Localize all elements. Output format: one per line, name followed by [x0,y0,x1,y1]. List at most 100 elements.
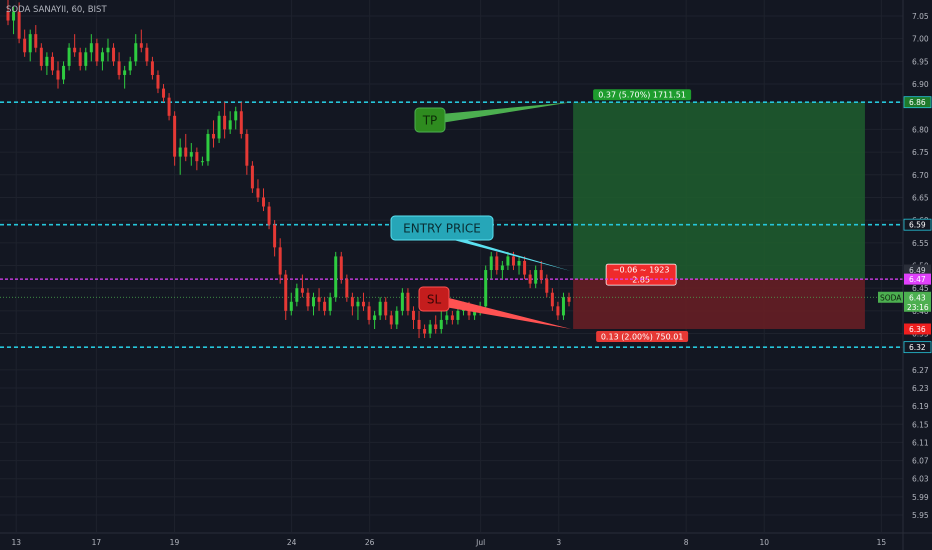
candle [434,315,438,334]
candle [84,47,88,71]
candle-body [106,47,110,53]
level-tag-bg [903,218,932,231]
candle [123,65,127,89]
candle [234,106,238,130]
candle-body [528,274,532,284]
candle [139,29,143,53]
candle [367,301,371,325]
candle-body [389,315,393,325]
price-tick-label: 6.27 [912,366,929,375]
profit-zone[interactable] [573,102,865,280]
loss-zone[interactable] [573,279,865,330]
price-axis[interactable]: 7.057.006.956.906.866.806.756.706.656.60… [878,0,932,550]
sl-callout[interactable] [418,286,450,312]
price-tick-label: 6.55 [912,239,929,248]
candle-body [173,115,177,157]
candle [34,25,38,53]
tp-callout[interactable] [414,107,446,133]
candle-body [489,256,493,271]
candle-body [517,260,521,266]
candle-body [112,47,116,62]
candle [334,251,338,302]
candle-body [350,297,354,307]
time-tick-label: 17 [92,538,102,547]
long-position-tool[interactable]: 0.37 (5.70%) 1711.51 0.13 (2.00%) 750.01 −… [573,89,865,343]
candle-body [184,147,188,157]
time-tick-label: 10 [759,538,769,547]
candle [350,292,354,316]
candle [273,220,277,257]
candle-body [511,256,515,266]
level-tag: 6.32 [909,343,926,352]
candle [28,29,32,62]
time-axis[interactable]: 1317192426Jul381015172224 [0,532,932,547]
sl-callout-pointer [445,297,572,330]
candle-body [234,111,238,121]
candle [534,265,538,289]
candle-body [162,88,166,98]
candle [50,52,54,75]
candle-body [523,260,527,275]
candle [312,292,316,316]
candle-body [95,43,99,62]
candle-body [195,152,199,162]
candle-body [539,270,543,280]
candle [495,251,499,275]
candle-body [306,292,310,307]
candle [145,43,149,66]
price-tag-bg [904,264,931,276]
stop-label-box [596,331,689,343]
candle [545,274,549,298]
candle [378,297,382,320]
entry-callout[interactable] [390,215,494,241]
stop-label: 0.13 (2.00%) 750.01 [601,333,684,342]
candle [428,319,432,339]
candle-body [145,47,149,62]
callouts[interactable]: TP ENTRY PRICE SL [390,102,572,330]
candle-body [89,43,93,53]
price-tick-label: 7.00 [912,35,929,44]
last-price-tag-bg[interactable] [904,291,931,312]
candle [323,297,327,316]
candle [361,292,365,311]
candle [178,138,182,175]
candle-body [339,256,343,280]
candle [539,260,543,284]
candle [556,301,560,320]
price-tick-label: 6.11 [912,438,929,447]
candle-body [328,297,332,311]
candle [128,56,132,75]
sl-callout-text: SL [427,293,442,307]
symbol-tag: SODA [880,293,902,302]
chart-title: SODA SANAYII, 60, BIST [6,5,107,15]
candle [523,256,527,280]
symbol-tag-bg [878,291,903,303]
candle-body [212,133,216,139]
candle [411,306,415,330]
price-tick-label: 6.45 [912,284,929,293]
candle-body [439,319,443,330]
candle [439,310,443,334]
candle-body [378,301,382,316]
candle-body [45,56,49,66]
candle [306,288,310,311]
candle [17,2,21,44]
candle [223,102,227,139]
candle [256,179,260,202]
candle-body [450,315,454,320]
candle [134,34,138,66]
candle [339,251,343,284]
candle [328,292,332,316]
candle [162,84,166,103]
time-tick-label: 13 [11,538,21,547]
candle-body [273,224,277,248]
candle-body [289,301,293,311]
candle [117,52,121,80]
candle [200,156,204,166]
candle-body [384,301,388,316]
tp-callout-text: TP [422,114,438,128]
candle-body [189,152,193,157]
time-tick-label: 3 [556,538,561,547]
candle-body [506,256,510,266]
